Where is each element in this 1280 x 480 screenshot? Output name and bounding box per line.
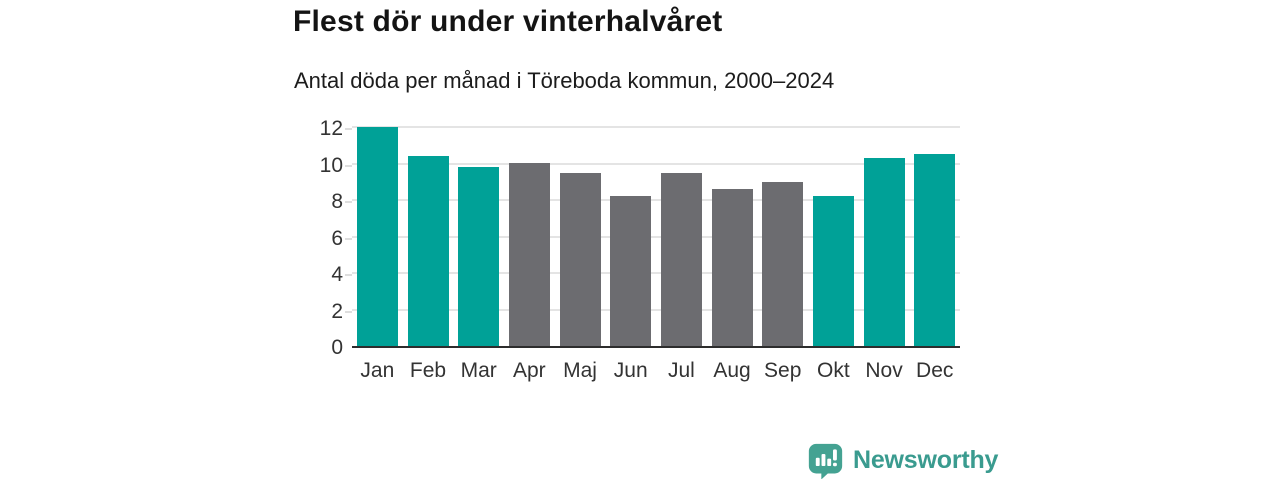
bar-nov	[863, 158, 905, 346]
bar-chart-plot-area	[352, 126, 960, 348]
bar-slot-feb	[403, 129, 454, 346]
y-tick-mark-6	[345, 237, 352, 240]
gridline-y-8	[352, 199, 960, 201]
bar-slot-sep	[757, 129, 808, 346]
bar-slot-dec	[909, 129, 960, 346]
gridline-y-10	[352, 162, 960, 165]
x-tick-label-sep: Sep	[764, 359, 802, 382]
x-tick-label-maj: Maj	[563, 359, 597, 382]
bar-sep	[762, 182, 804, 346]
y-tick-mark-10	[345, 164, 352, 167]
bar-slot-mar	[453, 129, 504, 346]
gridline-y-4	[352, 272, 960, 274]
y-tick-mark-8	[345, 201, 352, 203]
bar-feb	[407, 156, 449, 346]
bar-dec	[914, 154, 956, 346]
x-tick-label-feb: Feb	[409, 359, 447, 382]
x-tick-label-jul: Jul	[667, 359, 695, 382]
bar-jan	[356, 127, 398, 346]
newsworthy-logo: Newsworthy	[807, 442, 998, 479]
bar-aug	[711, 189, 753, 346]
bar-mar	[458, 167, 500, 346]
y-tick-mark-4	[345, 274, 352, 276]
bar-slot-aug	[707, 129, 758, 346]
x-tick-label-nov: Nov	[865, 359, 903, 382]
chart-title: Flest dör under vinterhalvåret	[293, 5, 723, 38]
y-tick-label-10: 10	[319, 153, 343, 177]
chart-subtitle: Antal döda per månad i Töreboda kommun, …	[294, 68, 835, 93]
gridline-y-2	[352, 308, 960, 311]
gridline-y-12	[352, 126, 960, 128]
y-tick-mark-2	[345, 310, 352, 313]
y-tick-label-2: 2	[331, 299, 343, 323]
x-axis: Jan Feb Mar Apr Maj Jun Jul Aug Sep Okt Nov Dec	[352, 357, 960, 385]
bar-series	[352, 127, 960, 346]
y-tick-label-12: 12	[319, 117, 343, 140]
bar-okt	[812, 196, 854, 346]
x-tick-label-jun: Jun	[613, 359, 648, 382]
bar-slot-jun	[605, 129, 656, 346]
x-tick-label-apr: Apr	[513, 359, 546, 382]
bar-maj	[559, 173, 601, 346]
x-tick-label-dec: Dec	[916, 359, 954, 382]
y-tick-label-0: 0	[331, 336, 343, 359]
bar-slot-okt	[808, 129, 859, 346]
y-tick-label-8: 8	[331, 190, 343, 213]
bar-jun	[610, 196, 652, 346]
bar-apr	[508, 163, 550, 346]
x-tick-label-jan: Jan	[360, 359, 395, 382]
y-tick-mark-12	[345, 128, 352, 130]
newsworthy-logo-text: Newsworthy	[853, 446, 999, 474]
bar-chart-speech-bubble-icon	[808, 443, 843, 479]
x-tick-label-okt: Okt	[817, 359, 850, 382]
x-tick-label-mar: Mar	[460, 359, 497, 382]
y-tick-label-4: 4	[331, 263, 343, 286]
bar-slot-nov	[859, 129, 910, 346]
y-tick-label-6: 6	[331, 226, 343, 250]
bar-slot-maj	[555, 129, 606, 346]
bar-jul	[660, 173, 702, 346]
bar-slot-jul	[656, 129, 707, 346]
gridline-y-6	[352, 235, 960, 238]
bar-slot-apr	[504, 129, 555, 346]
bar-slot-jan	[352, 127, 403, 346]
x-tick-label-aug: Aug	[713, 359, 751, 382]
